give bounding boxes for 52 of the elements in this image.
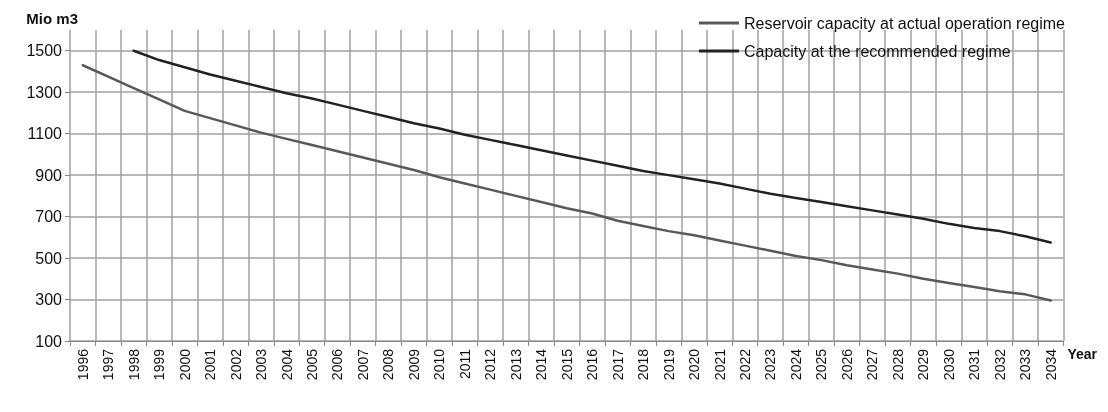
x-tick-label: 2020 xyxy=(686,348,703,381)
y-tick-label: 300 xyxy=(35,291,63,309)
x-tick-label: 2004 xyxy=(278,348,295,381)
x-tick-label: 2022 xyxy=(737,348,754,381)
x-tick-label: 1996 xyxy=(74,348,91,381)
x-tick-label: 2007 xyxy=(354,348,371,381)
x-tick-label: 2018 xyxy=(635,348,652,381)
x-tick-label: 2031 xyxy=(966,348,983,381)
x-tick-label: 2010 xyxy=(431,348,448,381)
x-tick-label: 2002 xyxy=(227,348,244,381)
x-tick-label: 2000 xyxy=(176,348,193,381)
x-tick-label: 2012 xyxy=(482,348,499,381)
y-tick-label: 1300 xyxy=(26,83,63,101)
legend-label: Capacity at the recommended regime xyxy=(743,42,1011,60)
x-tick-label: 2015 xyxy=(558,348,575,381)
y-axis-title: Mio m3 xyxy=(26,10,78,27)
x-tick-label: 2008 xyxy=(380,348,397,381)
y-tick-label: 1500 xyxy=(26,42,63,60)
x-axis-title: Year xyxy=(1067,346,1098,362)
x-tick-label: 2030 xyxy=(940,348,957,381)
x-tick-label: 2009 xyxy=(405,348,422,381)
legend-label: Reservoir capacity at actual operation regime xyxy=(743,14,1066,32)
x-tick-label: 2032 xyxy=(991,348,1008,381)
x-tick-label: 2033 xyxy=(1017,348,1034,381)
y-tick-label: 1100 xyxy=(27,125,63,143)
x-tick-label: 2023 xyxy=(762,348,779,381)
x-tick-label: 2028 xyxy=(889,348,906,381)
x-tick-label: 2005 xyxy=(303,348,320,381)
x-tick-label: 2021 xyxy=(711,348,728,381)
y-tick-label: 100 xyxy=(35,332,63,350)
x-tick-label: 2014 xyxy=(533,348,550,381)
x-tick-label: 2019 xyxy=(660,348,677,381)
x-tick-label: 2003 xyxy=(253,348,270,381)
x-tick-label: 2011 xyxy=(456,348,473,380)
x-tick-label: 2024 xyxy=(787,348,804,381)
x-tick-label: 2034 xyxy=(1042,348,1059,381)
x-tick-label: 2001 xyxy=(202,348,219,381)
x-tick-label: 2027 xyxy=(864,348,881,381)
x-tick-label: 2006 xyxy=(329,348,346,381)
y-tick-label: 500 xyxy=(35,249,63,267)
x-tick-label: 1998 xyxy=(125,348,142,381)
x-tick-label: 2017 xyxy=(609,348,626,381)
x-tick-label: 2026 xyxy=(838,348,855,381)
x-tick-label: 2016 xyxy=(584,348,601,381)
x-tick-label: 1997 xyxy=(100,348,117,381)
x-tick-label: 2025 xyxy=(813,348,830,381)
x-tick-label: 1999 xyxy=(151,348,168,381)
x-tick-label: 2029 xyxy=(915,348,932,381)
x-tick-label: 2013 xyxy=(507,348,524,381)
y-tick-label: 700 xyxy=(35,208,63,226)
y-tick-label: 900 xyxy=(35,166,63,184)
line-series xyxy=(81,64,1052,302)
